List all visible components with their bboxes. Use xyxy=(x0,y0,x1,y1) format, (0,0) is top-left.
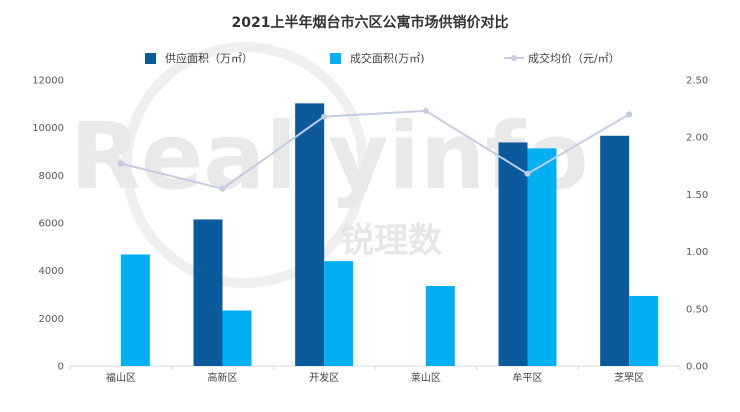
legend-label: 成交面积(万㎡) xyxy=(350,51,425,65)
left-axis-tick-label: 6000 xyxy=(39,219,64,230)
legend-label: 成交均价（元/㎡） xyxy=(528,51,620,65)
price-line-path xyxy=(120,109,630,190)
legend-swatch xyxy=(330,53,341,64)
x-axis-category-label: 福山区 xyxy=(106,371,136,384)
right-axis-tick-label: 1.50 xyxy=(686,190,708,201)
right-axis-tick-label: 1.00 xyxy=(686,247,708,258)
bars xyxy=(120,103,659,367)
supply-area-bar xyxy=(193,219,223,366)
legend-swatch-marker xyxy=(511,55,517,61)
x-axis-category-label: 牟平区 xyxy=(513,371,543,384)
left-axis-tick-label: 8000 xyxy=(39,171,64,182)
legend-swatch xyxy=(145,53,156,64)
x-axis-category-label: 莱山区 xyxy=(411,372,441,384)
right-axis-tick-label: 0.50 xyxy=(686,304,708,315)
axes: 0 2000 4000 6000 8000 10000 12000 0.00 0.50 1.00 1… xyxy=(32,76,708,385)
deal-area-bar xyxy=(120,254,150,366)
price-line-point xyxy=(321,113,328,120)
price-line-point xyxy=(626,111,633,118)
deal-area-bar xyxy=(425,285,455,366)
deal-area-bar xyxy=(324,261,354,366)
price-line xyxy=(117,107,633,192)
right-axis-tick-label: 0.00 xyxy=(686,362,708,373)
price-line-point xyxy=(219,185,226,192)
legend: 供应面积（万㎡） 成交面积(万㎡) 成交均价（元/㎡） xyxy=(145,51,620,65)
price-line-point xyxy=(524,170,531,177)
deal-area-bar xyxy=(527,148,557,366)
legend-label: 供应面积（万㎡） xyxy=(165,51,253,65)
right-axis-tick-label: 2.00 xyxy=(686,133,708,144)
right-axis-tick-label: 2.50 xyxy=(686,76,708,87)
left-axis-tick-label: 4000 xyxy=(39,266,64,277)
x-axis-category-label: 芝罘区 xyxy=(614,371,644,384)
deal-area-bar xyxy=(629,295,659,366)
watermark-text-cn: 锐理数 xyxy=(340,221,442,261)
chart-title: 2021上半年烟台市六区公寓市场供销价对比 xyxy=(232,14,509,31)
supply-area-bar xyxy=(295,103,325,367)
left-axis-tick-label: 10000 xyxy=(32,123,64,134)
left-axis-tick-label: 12000 xyxy=(32,76,64,87)
supply-area-bar xyxy=(600,135,630,366)
deal-area-bar xyxy=(222,310,252,366)
x-axis-category-label: 开发区 xyxy=(309,371,339,384)
left-axis-tick-label: 0 xyxy=(58,362,64,373)
x-axis-category-label: 高新区 xyxy=(208,371,238,384)
left-axis-tick-label: 2000 xyxy=(39,314,64,325)
supply-area-bar xyxy=(498,142,528,366)
price-line-point xyxy=(117,160,124,167)
price-line-point xyxy=(422,107,429,114)
